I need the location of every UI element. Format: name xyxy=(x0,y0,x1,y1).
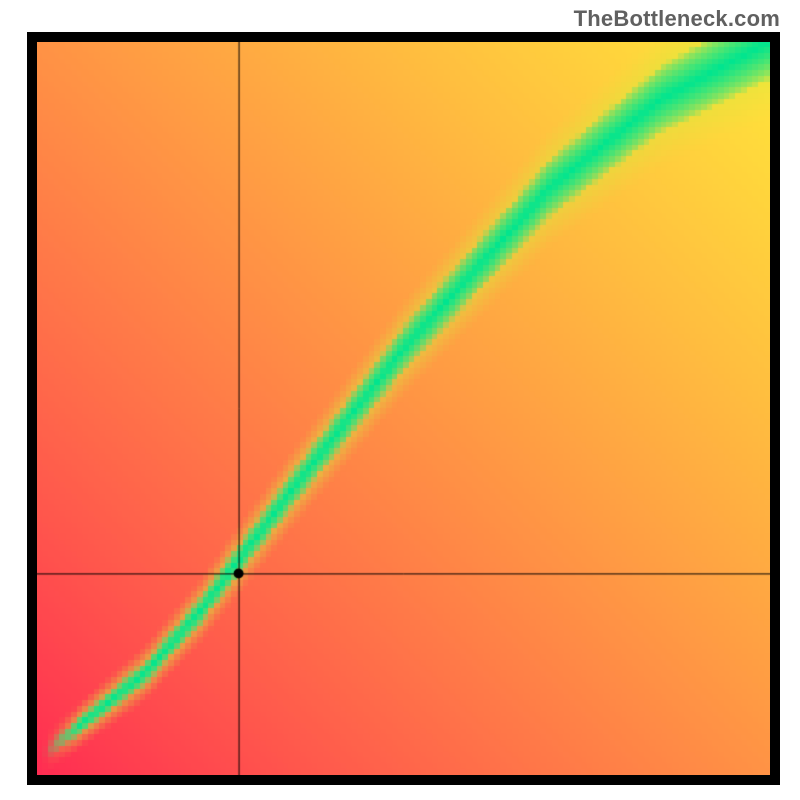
heatmap-canvas xyxy=(37,42,770,775)
plot-frame xyxy=(27,32,780,785)
watermark-text: TheBottleneck.com xyxy=(574,6,780,32)
chart-container: TheBottleneck.com xyxy=(0,0,800,800)
